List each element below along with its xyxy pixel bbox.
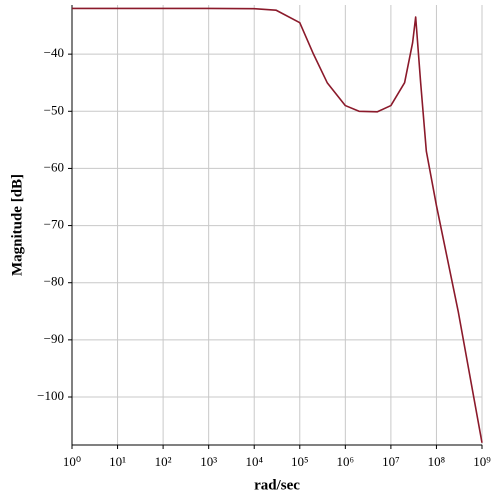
y-tick-label: −70: [44, 217, 64, 232]
y-tick-label: −90: [44, 331, 64, 346]
x-tick-label: 10⁹: [473, 454, 491, 469]
y-tick-label: −50: [44, 102, 64, 117]
x-tick-label: 10⁰: [63, 454, 81, 469]
x-tick-label: 10⁴: [245, 454, 263, 469]
x-tick-label: 10⁷: [382, 454, 400, 469]
x-tick-label: 10⁸: [428, 454, 446, 469]
y-tick-label: −60: [44, 159, 64, 174]
x-tick-label: 10²: [155, 454, 172, 469]
y-tick-label: −80: [44, 274, 64, 289]
y-tick-label: −100: [37, 388, 64, 403]
x-axis-title: rad/sec: [254, 477, 300, 493]
y-tick-label: −40: [44, 45, 64, 60]
x-tick-label: 10⁶: [337, 454, 355, 469]
y-axis-title: Magnitude [dB]: [9, 174, 25, 276]
x-tick-label: 10³: [200, 454, 217, 469]
x-tick-label: 10¹: [109, 454, 126, 469]
line: [72, 7, 483, 443]
x-tick-label: 10⁵: [291, 454, 309, 469]
